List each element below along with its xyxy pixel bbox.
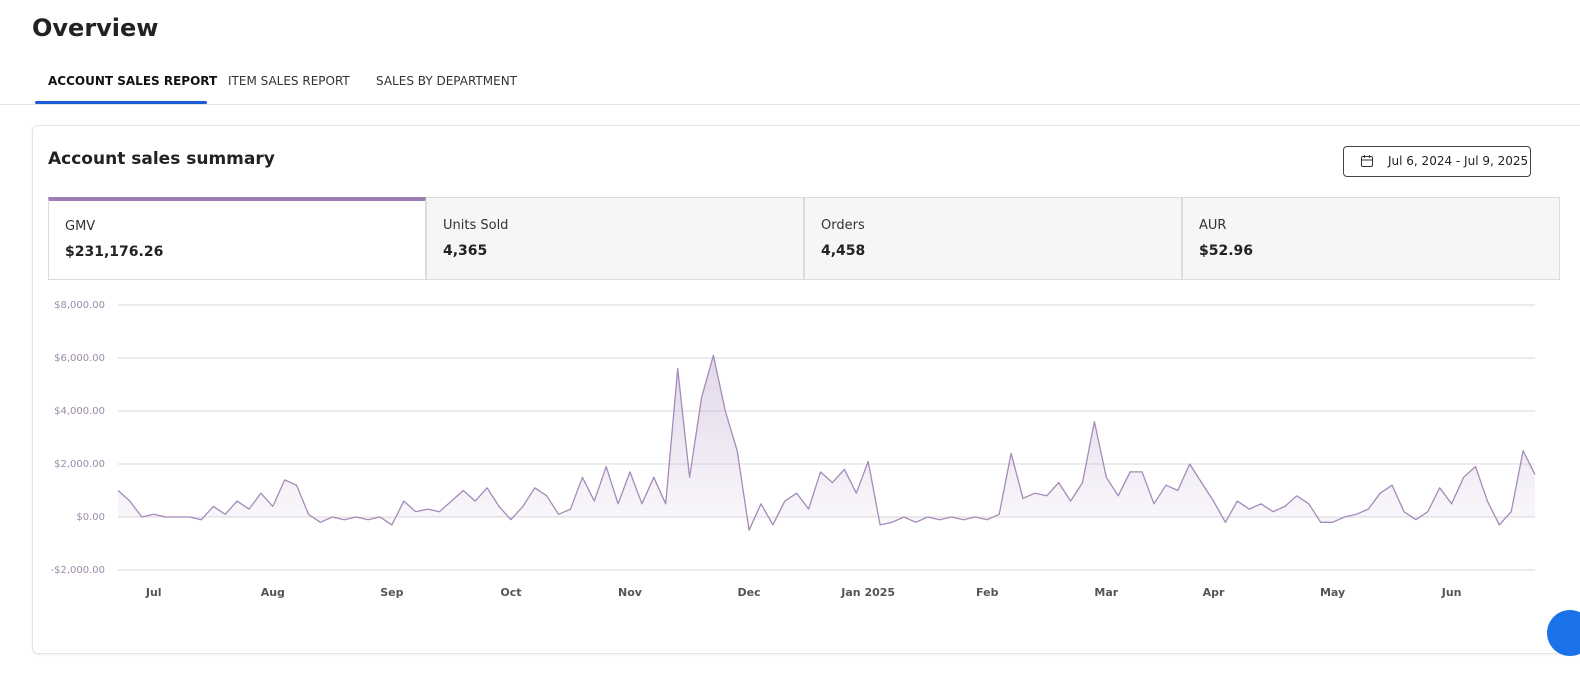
y-tick-label: $8,000.00 bbox=[54, 300, 105, 311]
x-tick-label: Oct bbox=[500, 586, 521, 599]
chart: -$2,000.00 $0.00 $2,000.00 $4,000.00 $6,000.… bbox=[50, 300, 1536, 599]
page-title: Overview bbox=[32, 14, 159, 42]
kpi-label: AUR bbox=[1199, 218, 1227, 233]
tab[interactable]: ITEM SALES REPORT bbox=[228, 74, 350, 88]
summary-card bbox=[32, 125, 1580, 654]
y-tick-label: $0.00 bbox=[76, 512, 105, 523]
x-tick-label: Sep bbox=[380, 586, 403, 599]
x-tick-label: Jul bbox=[145, 586, 162, 599]
x-tick-label: Apr bbox=[1203, 586, 1225, 599]
help-button[interactable] bbox=[1547, 610, 1580, 656]
kpi-value: 4,365 bbox=[443, 243, 488, 259]
kpi-tile[interactable]: GMV $231,176.26 bbox=[48, 197, 426, 280]
kpi-tile[interactable]: Units Sold 4,365 bbox=[426, 197, 804, 280]
kpi-value: 4,458 bbox=[821, 243, 866, 259]
x-tick-label: Jan 2025 bbox=[840, 586, 895, 599]
kpi-label: Orders bbox=[821, 218, 865, 233]
kpi-label: GMV bbox=[65, 219, 96, 234]
x-tick-label: Mar bbox=[1094, 586, 1118, 599]
y-tick-label: $2,000.00 bbox=[54, 459, 105, 470]
x-tick-label: Nov bbox=[618, 586, 643, 599]
x-tick-label: Jun bbox=[1441, 586, 1462, 599]
y-tick-label: $4,000.00 bbox=[54, 406, 105, 417]
kpi-label: Units Sold bbox=[443, 218, 509, 233]
kpi-value: $52.96 bbox=[1199, 243, 1254, 259]
tab[interactable]: SALES BY DEPARTMENT bbox=[376, 74, 518, 88]
line bbox=[117, 354, 1536, 531]
date-range: Jul 6, 2024 - Jul 9, 2025 bbox=[1388, 154, 1529, 168]
tab[interactable]: ACCOUNT SALES REPORT bbox=[48, 74, 218, 88]
active-tab-indicator bbox=[35, 101, 207, 104]
x-tick-label: Dec bbox=[738, 586, 761, 599]
date-picker[interactable]: Jul 6, 2024 - Jul 9, 2025 bbox=[1343, 146, 1531, 177]
card-title: Account sales summary bbox=[48, 149, 275, 169]
kpi-value: $231,176.26 bbox=[65, 244, 164, 260]
kpi-tile[interactable]: Orders 4,458 bbox=[804, 197, 1182, 280]
calendar-icon bbox=[1361, 155, 1373, 167]
x-tick-label: May bbox=[1320, 586, 1345, 599]
x-tick-label: Feb bbox=[976, 586, 999, 599]
kpi-tile[interactable]: AUR $52.96 bbox=[1182, 197, 1560, 280]
y-tick-label: $6,000.00 bbox=[54, 353, 105, 364]
x-tick-label: Aug bbox=[261, 586, 285, 599]
y-tick-label: -$2,000.00 bbox=[50, 565, 105, 576]
tab-divider bbox=[0, 104, 1580, 105]
area-fill bbox=[118, 355, 1535, 531]
